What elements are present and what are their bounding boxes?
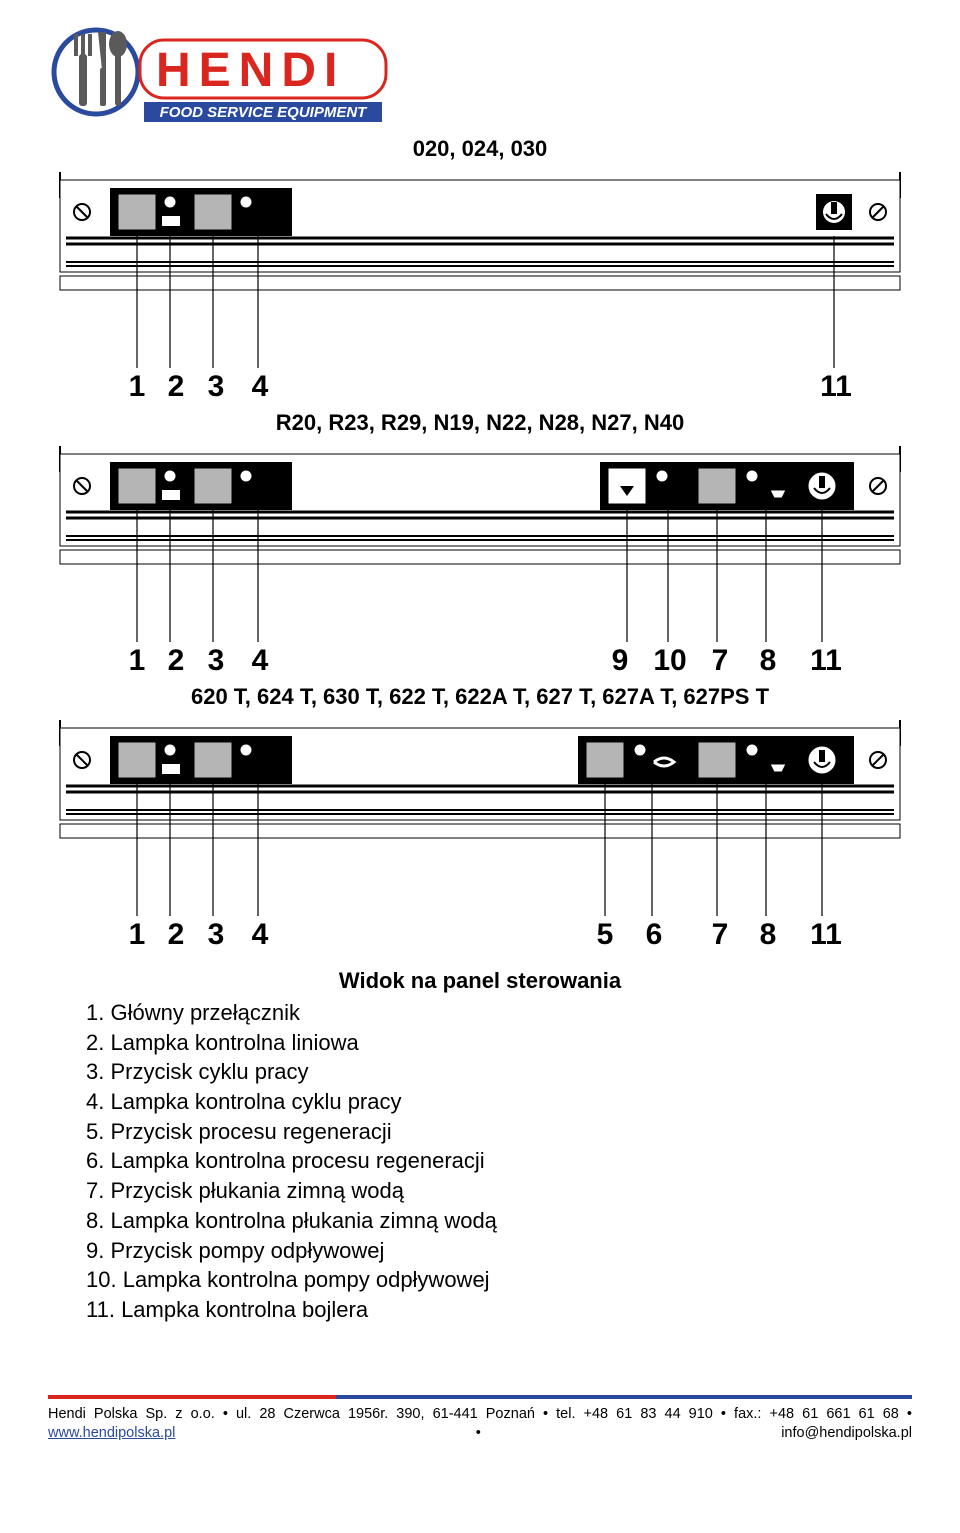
- heading-models-b: R20, R23, R29, N19, N22, N28, N27, N40: [48, 410, 912, 436]
- legend-item: 2. Lampka kontrolna liniowa: [86, 1028, 912, 1058]
- svg-text:3: 3: [208, 918, 225, 950]
- svg-text:11: 11: [820, 370, 852, 402]
- footer-stripe-red: [48, 1395, 336, 1399]
- svg-text:3: 3: [208, 370, 225, 402]
- legend-item: 6. Lampka kontrolna procesu regeneracji: [86, 1146, 912, 1176]
- footer: Hendi Polska Sp. z o.o. • ul. 28 Czerwca…: [48, 1395, 912, 1444]
- svg-text:6: 6: [646, 918, 663, 950]
- svg-text:7: 7: [712, 918, 729, 950]
- svg-text:9: 9: [612, 644, 629, 676]
- legend-item: 1. Główny przełącznik: [86, 998, 912, 1028]
- svg-text:1: 1: [129, 918, 146, 950]
- legend-item: 3. Przycisk cyklu pracy: [86, 1057, 912, 1087]
- svg-text:11: 11: [810, 644, 842, 676]
- legend-item: 4. Lampka kontrolna cyklu pracy: [86, 1087, 912, 1117]
- brand-logo: HENDI FOOD SERVICE EQUIPMENT: [48, 20, 912, 130]
- footer-company: Hendi Polska Sp. z o.o.: [48, 1406, 215, 1422]
- panel-diagram-a: 1 2 3 4 11: [48, 172, 912, 402]
- footer-stripe-blue: [624, 1395, 912, 1399]
- legend-item: 7. Przycisk płukania zimną wodą: [86, 1176, 912, 1206]
- legend-item: 9. Przycisk pompy odpływowej: [86, 1236, 912, 1266]
- legend-item: 10. Lampka kontrolna pompy odpływowej: [86, 1265, 912, 1295]
- footer-address: ul. 28 Czerwca 1956r. 390, 61-441 Poznań: [236, 1406, 535, 1422]
- footer-tel: +48 61 83 44 910: [584, 1406, 713, 1422]
- panel-diagram-c: 12 34 56 78 11: [48, 720, 912, 950]
- footer-url[interactable]: www.hendipolska.pl: [48, 1425, 175, 1441]
- svg-text:4: 4: [252, 918, 269, 950]
- legend-item: 5. Przycisk procesu regeneracji: [86, 1117, 912, 1147]
- svg-text:4: 4: [252, 644, 269, 676]
- legend-item: 8. Lampka kontrolna płukania zimną wodą: [86, 1206, 912, 1236]
- heading-models-a: 020, 024, 030: [48, 136, 912, 162]
- legend-item: 11. Lampka kontrolna bojlera: [86, 1295, 912, 1325]
- footer-fax: +48 61 661 61 68: [770, 1406, 899, 1422]
- svg-text:7: 7: [712, 644, 729, 676]
- svg-text:2: 2: [168, 918, 185, 950]
- brand-tagline: FOOD SERVICE EQUIPMENT: [160, 104, 369, 121]
- svg-text:2: 2: [168, 370, 185, 402]
- legend-list: 1. Główny przełącznik 2. Lampka kontroln…: [86, 998, 912, 1325]
- svg-text:4: 4: [252, 370, 269, 402]
- footer-stripe-blue: [336, 1395, 624, 1399]
- panel-diagram-b: 12 34 9 10 78 11: [48, 446, 912, 676]
- svg-text:8: 8: [760, 918, 777, 950]
- heading-models-c: 620 T, 624 T, 630 T, 622 T, 622A T, 627 …: [48, 684, 912, 710]
- svg-text:1: 1: [129, 370, 146, 402]
- svg-text:3: 3: [208, 644, 225, 676]
- svg-text:2: 2: [168, 644, 185, 676]
- section-title: Widok na panel sterowania: [48, 968, 912, 994]
- brand-letters: HENDI: [156, 44, 345, 97]
- svg-text:10: 10: [653, 644, 686, 676]
- svg-text:1: 1: [129, 644, 146, 676]
- footer-email: info@hendipolska.pl: [781, 1425, 912, 1441]
- svg-text:5: 5: [597, 918, 614, 950]
- svg-text:8: 8: [760, 644, 777, 676]
- svg-text:11: 11: [810, 918, 842, 950]
